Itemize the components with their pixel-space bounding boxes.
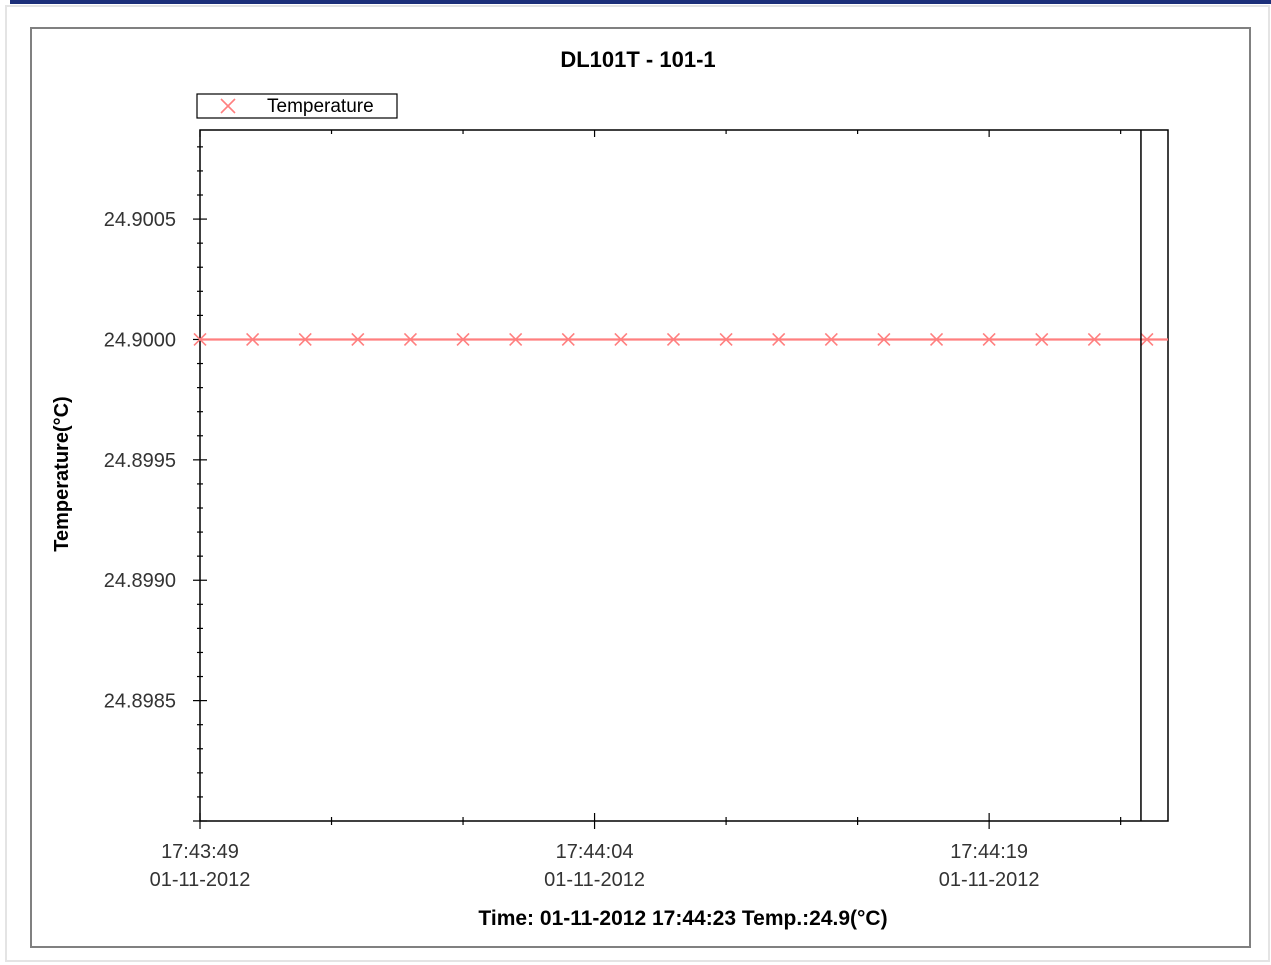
data-point — [1035, 332, 1049, 347]
y-axis-label: Temperature(°C) — [51, 396, 73, 551]
legend-marker-x-icon — [220, 98, 236, 114]
legend: Temperature — [196, 93, 398, 119]
data-point — [824, 332, 838, 347]
data-point — [561, 332, 575, 347]
chart-title: DL101T - 101-1 — [560, 47, 715, 72]
y-tick-label: 24.9000 — [104, 329, 176, 351]
y-tick-label: 24.8985 — [104, 691, 176, 713]
x-tick-label-date: 01-11-2012 — [939, 869, 1040, 891]
data-point — [456, 332, 470, 347]
data-point — [877, 332, 891, 347]
data-point — [246, 332, 260, 347]
series-temperature — [193, 332, 1168, 347]
chart-panel-border — [30, 27, 1251, 948]
data-point — [1087, 332, 1101, 347]
data-point — [982, 332, 996, 347]
data-point — [1140, 332, 1154, 347]
x-tick-label-date: 01-11-2012 — [544, 869, 645, 891]
data-point — [772, 332, 786, 347]
data-point — [929, 332, 944, 347]
legend-box — [196, 93, 398, 119]
x-tick-label-time: 17:44:04 — [556, 841, 634, 863]
plot-area — [199, 129, 1169, 822]
x-tick-label-date: 01-11-2012 — [150, 869, 251, 891]
y-tick-label: 24.9005 — [104, 209, 176, 231]
status-readout: Time: 01-11-2012 17:44:23 Temp.:24.9(°C) — [478, 907, 887, 930]
data-point — [193, 332, 207, 347]
data-point — [509, 332, 523, 347]
data-point — [719, 332, 733, 347]
x-tick-label-time: 17:43:49 — [161, 841, 239, 863]
data-point — [351, 332, 365, 347]
y-tick-label: 24.8990 — [104, 570, 176, 592]
x-axis: 17:43:49 01-11-2012 17:44:04 01-11-2012 17:4… — [150, 130, 1122, 891]
data-point — [403, 332, 418, 347]
legend-entry-temperature: Temperature — [267, 96, 374, 117]
window-top-bar — [10, 0, 1271, 4]
data-point — [614, 332, 628, 347]
x-tick-label-time: 17:44:19 — [950, 841, 1028, 863]
data-point — [298, 332, 312, 347]
data-point — [666, 332, 681, 347]
y-tick-label: 24.8995 — [104, 450, 176, 472]
